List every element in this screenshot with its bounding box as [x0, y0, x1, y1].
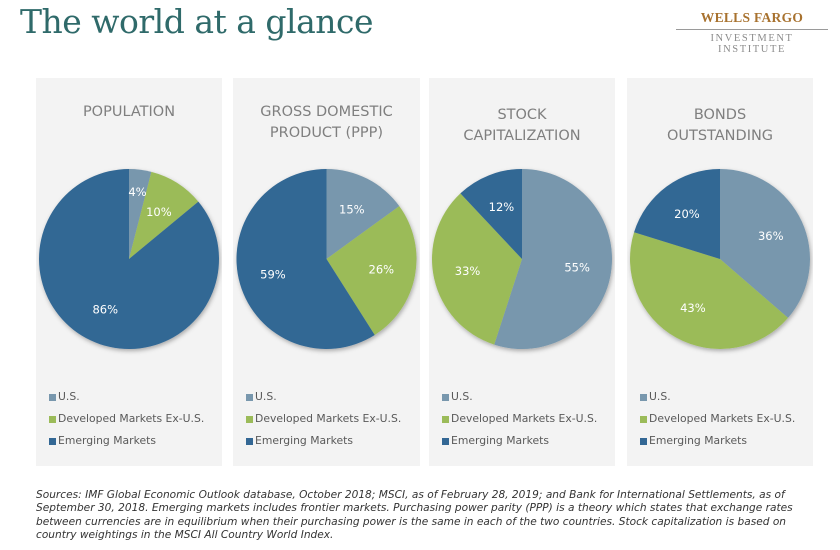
- data-label-us: 15%: [339, 202, 365, 216]
- pie-slices: [236, 169, 417, 349]
- legend-item-developed: Developed Markets Ex-U.S.: [49, 412, 204, 434]
- data-label-developed: 43%: [680, 301, 706, 315]
- legend-swatch: [246, 438, 253, 445]
- data-label-us: 4%: [128, 185, 146, 199]
- legend-item-us: U.S.: [49, 390, 204, 412]
- legend-label: Emerging Markets: [649, 434, 747, 447]
- legend-label: Developed Markets Ex-U.S.: [649, 412, 796, 425]
- data-label-developed: 10%: [146, 205, 172, 219]
- pie-slices: [630, 169, 810, 350]
- pie-chart-population: 4%10% 86%: [38, 169, 219, 349]
- legend-label: U.S.: [451, 390, 473, 403]
- pie-slice-developed: [431, 193, 522, 345]
- legend-item-emerging: Emerging Markets: [640, 434, 795, 456]
- legend-item-developed: Developed Markets Ex-U.S.: [640, 412, 795, 434]
- legend-item-emerging: Emerging Markets: [442, 434, 597, 456]
- data-label-emerging: 86%: [92, 302, 118, 316]
- data-label-us: 55%: [564, 261, 590, 275]
- pie-slice-developed: [129, 171, 199, 259]
- legend-swatch: [442, 438, 449, 445]
- pie-slice-us: [326, 169, 400, 259]
- legend-label: U.S.: [58, 390, 80, 403]
- legend-swatch: [49, 394, 56, 401]
- chart-legend: U.S. Developed Markets Ex-U.S. Emerging Ma…: [640, 390, 795, 456]
- data-label-emerging: 20%: [674, 207, 700, 221]
- pie-slice-us: [720, 169, 810, 318]
- legend-label: Emerging Markets: [58, 434, 156, 447]
- pie-slice-emerging: [38, 169, 219, 349]
- pie-chart-gdp: 15% 26% 59%: [236, 169, 417, 349]
- data-label-us: 36%: [758, 229, 784, 243]
- chart-title-line: GROSS DOMESTIC: [260, 104, 393, 120]
- data-label-developed: 33%: [455, 264, 481, 278]
- pie-chart-bonds: 36% 43% 20%: [630, 169, 810, 350]
- chart-panel-bonds: BONDS OUTSTANDING 36% 43% 20% U.S. Develope…: [627, 78, 813, 466]
- brand-subtitle: INVESTMENT INSTITUTE: [710, 33, 794, 55]
- chart-title-line: STOCK: [497, 107, 547, 123]
- legend-item-us: U.S.: [246, 390, 401, 412]
- legend-label: U.S.: [255, 390, 277, 403]
- data-label-developed: 26%: [369, 262, 395, 276]
- legend-label: Emerging Markets: [451, 434, 549, 447]
- chart-title-line: POPULATION: [82, 104, 176, 120]
- legend-label: Developed Markets Ex-U.S.: [451, 412, 598, 425]
- chart-panel-gdp: GROSS DOMESTIC PRODUCT (PPP) 15% 26% 59% U…: [233, 78, 420, 466]
- chart-legend: U.S. Developed Markets Ex-U.S. Emerging Ma…: [49, 390, 204, 456]
- page-title: The world at a glance: [20, 2, 374, 41]
- legend-item-emerging: Emerging Markets: [246, 434, 401, 456]
- pie-slice-developed: [630, 232, 789, 350]
- legend-item-us: U.S.: [442, 390, 597, 412]
- chart-title: GROSS DOMESTIC PRODUCT (PPP): [233, 102, 420, 144]
- legend-label: Developed Markets Ex-U.S.: [255, 412, 402, 425]
- brand-name: WELLS FARGO: [676, 10, 828, 30]
- chart-legend: U.S. Developed Markets Ex-U.S. Emerging Ma…: [246, 390, 401, 456]
- chart-title-line: CAPITALIZATION: [463, 128, 581, 144]
- legend-item-emerging: Emerging Markets: [49, 434, 204, 456]
- legend-label: Developed Markets Ex-U.S.: [58, 412, 205, 425]
- chart-title: BONDS OUTSTANDING: [627, 105, 813, 147]
- pie-slice-us: [494, 169, 612, 349]
- chart-legend: U.S. Developed Markets Ex-U.S. Emerging Ma…: [442, 390, 597, 456]
- legend-label: Emerging Markets: [255, 434, 353, 447]
- pie-slices: [38, 169, 219, 349]
- legend-swatch: [442, 394, 449, 401]
- legend-item-us: U.S.: [640, 390, 795, 412]
- chart-title-line: OUTSTANDING: [666, 128, 774, 144]
- chart-title-line: BONDS: [693, 107, 747, 123]
- pie-slice-emerging: [460, 169, 522, 259]
- legend-swatch: [442, 416, 449, 423]
- chart-title: STOCK CAPITALIZATION: [429, 105, 615, 147]
- brand-logo: WELLS FARGO INVESTMENT INSTITUTE: [676, 10, 828, 55]
- legend-swatch: [640, 438, 647, 445]
- pie-slice-developed: [326, 206, 417, 335]
- legend-item-developed: Developed Markets Ex-U.S.: [442, 412, 597, 434]
- chart-panel-stock-cap: STOCK CAPITALIZATION 55% 33% 12% U.S. Devel…: [429, 78, 615, 466]
- data-label-emerging: 59%: [260, 268, 286, 282]
- data-label-emerging: 12%: [489, 200, 515, 214]
- pie-slice-emerging: [634, 169, 720, 259]
- legend-swatch: [640, 416, 647, 423]
- pie-chart-stock-cap: 55% 33% 12%: [431, 169, 612, 349]
- pie-slice-emerging: [236, 169, 375, 349]
- legend-item-developed: Developed Markets Ex-U.S.: [246, 412, 401, 434]
- legend-swatch: [49, 438, 56, 445]
- legend-swatch: [640, 394, 647, 401]
- legend-swatch: [49, 416, 56, 423]
- pie-slice-us: [129, 169, 152, 259]
- pie-slices: [431, 169, 612, 349]
- legend-swatch: [246, 416, 253, 423]
- chart-title-line: PRODUCT (PPP): [269, 125, 384, 141]
- sources-footnote: Sources: IMF Global Economic Outlook dat…: [36, 489, 793, 541]
- chart-panel-population: POPULATION 4% 10% 86% U.S. Developed Market…: [36, 78, 222, 466]
- legend-label: U.S.: [649, 390, 671, 403]
- chart-title: POPULATION: [36, 102, 222, 123]
- legend-swatch: [246, 394, 253, 401]
